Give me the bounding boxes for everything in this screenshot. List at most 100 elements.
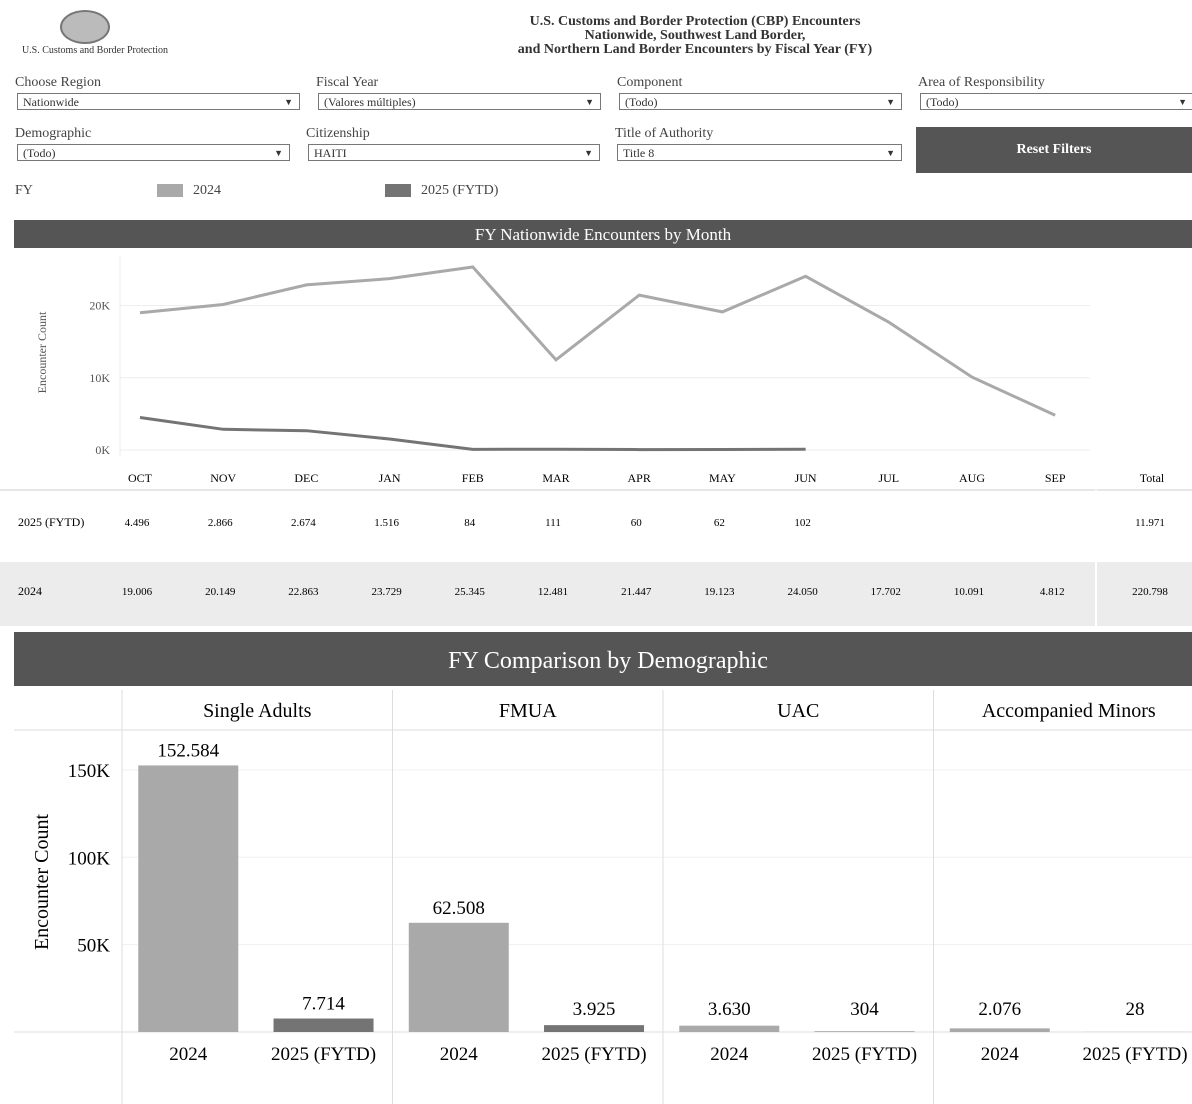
table-cell: 1.516	[374, 517, 399, 529]
bar	[814, 1031, 915, 1032]
y-axis-label: Encounter Count	[35, 311, 49, 393]
chart-title: FY Comparison by Demographic	[448, 648, 768, 674]
dropdown-value: HAITI	[314, 146, 347, 160]
legend-title: FY	[15, 183, 33, 198]
title: U.S. Customs and Border Protection (CBP)…	[300, 15, 1090, 57]
y-tick-label: 150K	[68, 761, 111, 782]
table-cell: 19.123	[704, 586, 735, 598]
x-tick-label: 2024	[440, 1044, 479, 1065]
table-cell: 20.149	[205, 586, 236, 598]
group-label: UAC	[777, 700, 819, 722]
filter-label: Choose Region	[15, 75, 101, 90]
line-chart: FY Nationwide Encounters by Month Encount…	[0, 220, 1192, 626]
x-tick-label: 2025 (FYTD)	[271, 1044, 376, 1065]
chart-title: FY Nationwide Encounters by Month	[475, 225, 732, 244]
title-line: and Northern Land Border Encounters by F…	[517, 42, 873, 57]
table-cell: 12.481	[538, 586, 568, 598]
table-cell: 17.702	[871, 586, 901, 598]
dropdown[interactable]: Nationwide ▼	[17, 93, 300, 110]
bar	[138, 765, 239, 1032]
dropdown-value: (Todo)	[926, 95, 959, 109]
y-tick-label: 0K	[95, 443, 110, 457]
group-label: Single Adults	[203, 700, 312, 722]
table-cell: 60	[631, 517, 643, 529]
title-bar	[14, 632, 1192, 686]
y-axis-label: Encounter Count	[31, 814, 53, 951]
bar	[273, 1018, 374, 1032]
table-cell: 4.812	[1040, 586, 1065, 598]
reset-button[interactable]: Reset Filters	[916, 127, 1192, 173]
table-cell: 2.866	[208, 517, 233, 529]
table-cell: 62	[714, 517, 725, 529]
x-tick-label: OCT	[128, 471, 153, 485]
group-label: FMUA	[499, 700, 557, 722]
filter-label: Title of Authority	[615, 126, 714, 141]
title-bar	[14, 220, 1192, 248]
filter-label: Demographic	[15, 126, 92, 141]
line-series	[139, 416, 806, 452]
x-tick-label: JUL	[878, 471, 899, 485]
filter-label: Citizenship	[306, 126, 370, 141]
bar-chart: FY Comparison by Demographic Encounter Co…	[14, 632, 1192, 1104]
dropdown[interactable]: HAITI ▼	[308, 144, 600, 161]
table-total: 220.798	[1132, 586, 1168, 598]
dropdown-arrow: ▼	[1178, 97, 1187, 107]
x-tick-label: AUG	[959, 471, 985, 485]
y-tick-label: 10K	[89, 371, 110, 385]
x-tick-label: DEC	[294, 471, 318, 485]
table-cell: 25.345	[455, 586, 486, 598]
x-tick-label: 2024	[169, 1044, 208, 1065]
x-tick-label: MAR	[542, 471, 569, 485]
data-label: 3.925	[573, 999, 616, 1020]
dropdown[interactable]: (Todo) ▼	[920, 93, 1192, 110]
dropdown[interactable]: (Todo) ▼	[17, 144, 290, 161]
table-cell: 22.863	[288, 586, 319, 598]
dropdown-value: (Valores múltiples)	[324, 95, 416, 109]
row-band	[0, 562, 1192, 626]
data-label: 152.584	[157, 740, 219, 761]
table-cell: 84	[464, 517, 476, 529]
y-tick-label: 20K	[89, 299, 110, 313]
dropdown-arrow: ▼	[585, 97, 594, 107]
x-tick-label: JAN	[379, 471, 401, 485]
data-label: 2.076	[978, 999, 1021, 1020]
table-cell: 19.006	[122, 586, 153, 598]
dropdown[interactable]: Title 8 ▼	[617, 144, 902, 161]
legend-label: 2025 (FYTD)	[421, 183, 499, 198]
x-tick-label: APR	[628, 471, 651, 485]
y-tick-label: 100K	[68, 848, 111, 869]
dropdown-value: (Todo)	[625, 95, 658, 109]
legend-swatch	[385, 184, 411, 197]
dropdown[interactable]: (Todo) ▼	[619, 93, 902, 110]
table-cell: 111	[545, 517, 561, 529]
dropdown-arrow: ▼	[886, 148, 895, 158]
table-cell: 23.729	[371, 586, 402, 598]
title-line: U.S. Customs and Border Protection (CBP)…	[529, 14, 861, 29]
table-total: 11.971	[1135, 517, 1165, 529]
table-cell: 102	[794, 517, 811, 529]
x-tick-label: SEP	[1045, 471, 1066, 485]
dropdown[interactable]: (Valores múltiples) ▼	[318, 93, 601, 110]
y-tick-label: 50K	[77, 936, 110, 957]
table-cell: 4.496	[125, 517, 150, 529]
logo	[60, 10, 110, 44]
dropdown-arrow: ▼	[284, 97, 293, 107]
legend-swatch	[157, 184, 183, 197]
x-tick-label: MAY	[709, 471, 736, 485]
group-label: Accompanied Minors	[982, 700, 1156, 722]
table-cell: 21.447	[621, 586, 652, 598]
data-label: 3.630	[708, 999, 751, 1020]
table-cell: 24.050	[787, 586, 818, 598]
row-label: 2024	[18, 584, 42, 598]
data-label: 62.508	[433, 898, 485, 919]
dropdown-arrow: ▼	[584, 148, 593, 158]
legend-label: 2024	[193, 183, 221, 198]
table-cell: 10.091	[954, 586, 984, 598]
bar	[408, 922, 509, 1032]
filter-label: Fiscal Year	[316, 75, 379, 90]
bar	[679, 1025, 780, 1032]
x-tick-label: FEB	[462, 471, 484, 485]
data-label: 28	[1126, 999, 1145, 1020]
x-tick-label: NOV	[210, 471, 236, 485]
